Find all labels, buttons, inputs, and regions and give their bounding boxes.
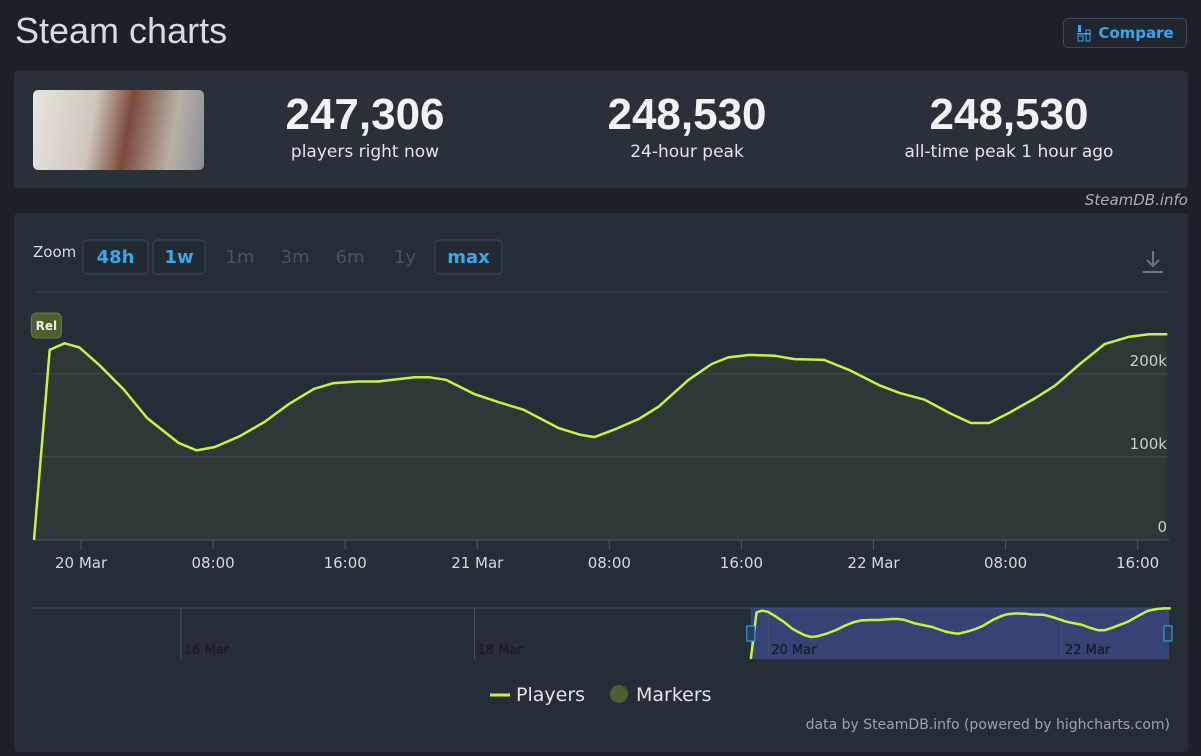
zoom-button-frame bbox=[82, 239, 149, 275]
marker: Rel bbox=[30, 312, 62, 339]
stat-value: 248,530 bbox=[929, 90, 1089, 139]
zoom-button-frame bbox=[434, 239, 503, 275]
x-tick-label: 16:00 bbox=[720, 554, 763, 572]
stat-value: 248,530 bbox=[607, 90, 767, 139]
zoom-button-label: 6m bbox=[336, 247, 365, 268]
marker-label: Rel bbox=[36, 319, 58, 333]
navigator-tick-label: 18 Mar bbox=[478, 643, 524, 658]
zoom-button-label: 3m bbox=[281, 247, 310, 268]
stat-label: players right now bbox=[290, 142, 440, 162]
credit: data by SteamDB.info (powered by highcha… bbox=[806, 717, 1170, 733]
navigator-tick-label: 16 Mar bbox=[184, 643, 230, 658]
x-tick-label: 08:00 bbox=[588, 554, 631, 572]
compare-icon bbox=[1077, 25, 1092, 42]
chart-panel: Zoom 48h 1w 1m 3m 6m 1y max 0 100k 200k 20 Mar 08:00… bbox=[14, 213, 1188, 752]
x-tick-label: 21 Mar bbox=[451, 554, 504, 572]
y-tick-label: 100k bbox=[1130, 435, 1168, 453]
stats-panel: 247,306 players right now 248,530 24-hour p… bbox=[14, 71, 1188, 188]
game-cover bbox=[33, 90, 204, 170]
x-tick-label: 16:00 bbox=[324, 554, 367, 572]
x-tick-label: 22 Mar bbox=[847, 554, 900, 572]
stat: 248,530 24-hour peak bbox=[537, 89, 837, 163]
x-tick-label: 16:00 bbox=[1116, 554, 1159, 572]
stat-value: 247,306 bbox=[285, 90, 445, 139]
legend-label: Players bbox=[516, 684, 585, 706]
y-tick-label: 200k bbox=[1130, 352, 1168, 370]
zoom-button: 1y bbox=[394, 247, 416, 268]
x-tick-label: 20 Mar bbox=[55, 554, 108, 572]
x-tick-label: 08:00 bbox=[192, 554, 235, 572]
navigator-handle[interactable] bbox=[1163, 625, 1173, 642]
legend-item[interactable]: Markers bbox=[610, 684, 712, 706]
zoom-button-label: 1w bbox=[164, 247, 193, 268]
download-icon[interactable] bbox=[1143, 251, 1163, 273]
zoom-button[interactable]: 1w bbox=[152, 239, 206, 275]
zoom-button: 1m bbox=[226, 247, 255, 268]
page-title: Steam charts bbox=[15, 10, 228, 51]
stat: 248,530 all-time peak 1 hour ago bbox=[859, 89, 1159, 163]
line bbox=[749, 607, 1171, 660]
legend-item[interactable]: Players bbox=[490, 684, 585, 706]
zoom-button[interactable]: 48h bbox=[82, 239, 149, 275]
zoom-button-label: max bbox=[447, 247, 490, 268]
legend-swatch bbox=[610, 685, 628, 703]
source-label: SteamDB.info bbox=[1084, 191, 1188, 209]
x-tick-label: 08:00 bbox=[984, 554, 1027, 572]
y-tick-label: 0 bbox=[1157, 518, 1167, 536]
compare-label: Compare bbox=[1098, 24, 1174, 42]
zoom-button[interactable]: max bbox=[434, 239, 503, 275]
zoom-label: Zoom bbox=[33, 243, 76, 261]
chart: Zoom 48h 1w 1m 3m 6m 1y max 0 100k 200k 20 Mar 08:00… bbox=[30, 239, 1173, 733]
marker-badge bbox=[30, 312, 62, 339]
line bbox=[32, 332, 1168, 541]
zoom-button-label: 48h bbox=[97, 247, 135, 268]
area bbox=[34, 334, 1168, 540]
zoom-button-label: 1m bbox=[226, 247, 255, 268]
stat-label: 24-hour peak bbox=[630, 142, 744, 162]
navigator-handle[interactable] bbox=[746, 625, 756, 642]
legend-label: Markers bbox=[636, 684, 712, 706]
zoom-button: 3m bbox=[281, 247, 310, 268]
stat-label: all-time peak 1 hour ago bbox=[904, 142, 1114, 162]
stat: 247,306 players right now bbox=[215, 89, 515, 163]
navigator-tick-label: 22 Mar bbox=[1065, 643, 1111, 658]
navigator-tick-label: 20 Mar bbox=[771, 643, 817, 658]
zoom-button-label: 1y bbox=[394, 247, 416, 268]
compare-button[interactable]: Compare bbox=[1063, 18, 1187, 48]
zoom-button-frame bbox=[152, 239, 206, 275]
zoom-button: 6m bbox=[336, 247, 365, 268]
